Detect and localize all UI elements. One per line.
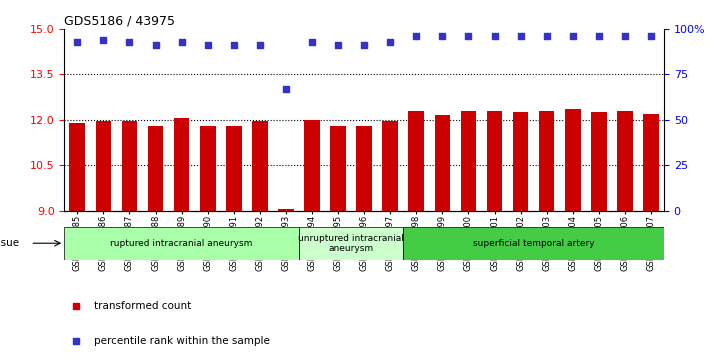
Point	[515, 33, 526, 39]
Bar	[174, 118, 189, 211]
Bar	[513, 112, 528, 211]
Bar	[356, 126, 372, 211]
Bar	[643, 114, 659, 211]
Bar	[591, 112, 607, 211]
Bar	[252, 121, 268, 211]
Point	[567, 33, 578, 39]
Text: ruptured intracranial aneurysm: ruptured intracranial aneurysm	[111, 239, 253, 248]
Point	[619, 33, 630, 39]
Point	[411, 33, 422, 39]
Bar	[539, 111, 555, 211]
Bar	[299, 227, 403, 260]
Text: tissue: tissue	[0, 238, 20, 248]
Bar	[200, 126, 216, 211]
Bar	[278, 209, 293, 211]
Bar	[69, 123, 85, 211]
Point	[176, 39, 187, 45]
Point	[228, 42, 239, 48]
Point	[71, 338, 82, 344]
Point	[332, 42, 343, 48]
Text: unruptured intracranial
aneurysm: unruptured intracranial aneurysm	[298, 233, 404, 253]
Bar	[383, 121, 398, 211]
Point	[593, 33, 605, 39]
Bar	[96, 121, 111, 211]
Bar	[408, 111, 424, 211]
Bar	[64, 227, 299, 260]
Text: superficial temporal artery: superficial temporal artery	[473, 239, 595, 248]
Point	[71, 39, 83, 45]
Bar	[121, 121, 137, 211]
Point	[645, 33, 657, 39]
Point	[124, 39, 135, 45]
Point	[150, 42, 161, 48]
Point	[71, 303, 82, 309]
Text: percentile rank within the sample: percentile rank within the sample	[94, 336, 270, 346]
Bar	[461, 111, 476, 211]
Point	[280, 86, 291, 92]
Point	[541, 33, 553, 39]
Point	[463, 33, 474, 39]
Bar	[403, 227, 664, 260]
Point	[437, 33, 448, 39]
Bar	[331, 126, 346, 211]
Bar	[435, 115, 451, 211]
Point	[358, 42, 370, 48]
Text: transformed count: transformed count	[94, 301, 191, 311]
Bar	[617, 111, 633, 211]
Bar	[148, 126, 164, 211]
Bar	[565, 109, 580, 211]
Point	[202, 42, 213, 48]
Text: GDS5186 / 43975: GDS5186 / 43975	[64, 15, 175, 28]
Point	[98, 37, 109, 43]
Point	[385, 39, 396, 45]
Point	[254, 42, 266, 48]
Bar	[226, 126, 241, 211]
Bar	[304, 120, 320, 211]
Point	[489, 33, 501, 39]
Bar	[487, 111, 503, 211]
Point	[306, 39, 318, 45]
